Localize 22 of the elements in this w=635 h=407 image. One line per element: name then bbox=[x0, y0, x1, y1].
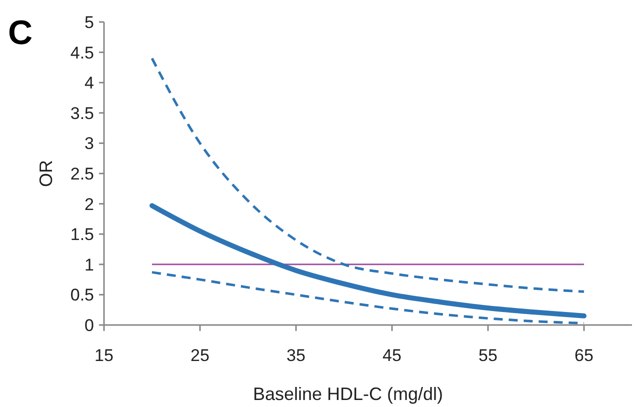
x-axis-title: Baseline HDL-C (mg/dl) bbox=[252, 384, 444, 404]
y-tick-label: 2 bbox=[84, 194, 94, 214]
y-tick-label: 0.5 bbox=[70, 286, 94, 305]
x-tick-label: 25 bbox=[190, 346, 210, 365]
y-tick-label: 1.5 bbox=[70, 225, 94, 244]
line-series bbox=[150, 271, 586, 324]
y-tick-label: 3 bbox=[84, 134, 94, 154]
y-tick-label: 0 bbox=[84, 316, 94, 335]
line-series bbox=[150, 57, 586, 293]
x-tick-label: 35 bbox=[286, 346, 306, 365]
y-tick-label: 2.5 bbox=[70, 164, 94, 184]
x-tick-label: 45 bbox=[382, 346, 402, 365]
x-tick-label: 65 bbox=[574, 346, 594, 365]
x-tick-label: 55 bbox=[478, 346, 498, 365]
y-tick-label: 1 bbox=[84, 255, 94, 274]
x-tick-label: 15 bbox=[94, 346, 114, 365]
y-tick-label: 3.5 bbox=[70, 104, 94, 123]
y-tick-label: 5 bbox=[84, 12, 94, 32]
y-tick-label: 4 bbox=[84, 74, 94, 93]
text: C bbox=[8, 14, 33, 52]
y-tick-label: 4.5 bbox=[70, 43, 94, 62]
y-axis-title: OR bbox=[36, 160, 56, 187]
